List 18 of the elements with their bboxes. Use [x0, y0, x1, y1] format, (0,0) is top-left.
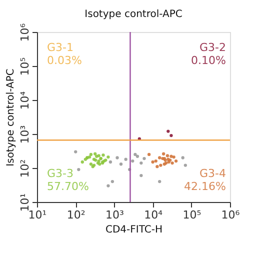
annotation: G3-2 0.10% [191, 41, 226, 67]
x-axis-title: CD4-FITC-H [106, 224, 162, 236]
x-tick-label: 10² [66, 208, 86, 222]
y-axis-title: Isotype control-APC [6, 68, 16, 166]
y-tick-label: 10⁴ [18, 90, 32, 110]
y-tick-label: 10² [18, 159, 32, 178]
annotation: G3-1 0.03% [47, 41, 82, 67]
x-tick-label: 10³ [105, 208, 124, 222]
x-tick-label: 10⁴ [144, 208, 164, 222]
annotation: G3-4 42.16% [184, 167, 226, 193]
y-tick-label: 10⁵ [18, 57, 32, 76]
x-tick-label: 10⁶ [221, 208, 240, 222]
x-tick-label: 10¹ [28, 208, 47, 222]
annotation: G3-3 57.70% [47, 167, 89, 193]
y-tick-label: 10⁶ [18, 22, 32, 42]
x-tick-label: 10⁵ [182, 208, 202, 222]
y-tick-label: 10³ [18, 125, 32, 144]
chart-title: Isotype control-APC [84, 8, 182, 20]
